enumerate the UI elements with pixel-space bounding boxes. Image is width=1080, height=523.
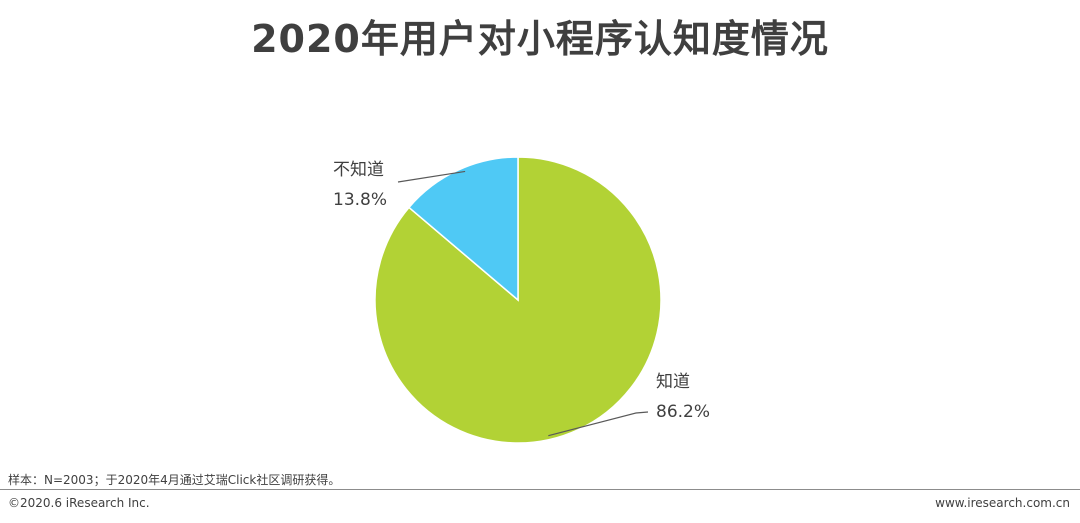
slice-value-label: 86.2% [656, 402, 710, 422]
footer-divider [0, 489, 1080, 490]
chart-title: 2020年用户对小程序认知度情况 [251, 17, 829, 61]
website-link[interactable]: www.iresearch.com.cn [935, 496, 1070, 510]
slice-category-label: 不知道 [333, 160, 384, 180]
leader-line [397, 170, 466, 183]
leader-line [548, 411, 649, 437]
copyright-text: ©2020.6 iResearch Inc. [8, 496, 150, 510]
slice-value-label: 13.8% [333, 190, 387, 210]
pie-chart: 知道 86.2% 不知道 13.8% [333, 156, 710, 444]
source-note: 样本：N=2003；于2020年4月通过艾瑞Click社区调研获得。 [8, 473, 341, 487]
slice-category-label: 知道 [656, 372, 690, 392]
pie-slice-unknown [407, 156, 519, 302]
